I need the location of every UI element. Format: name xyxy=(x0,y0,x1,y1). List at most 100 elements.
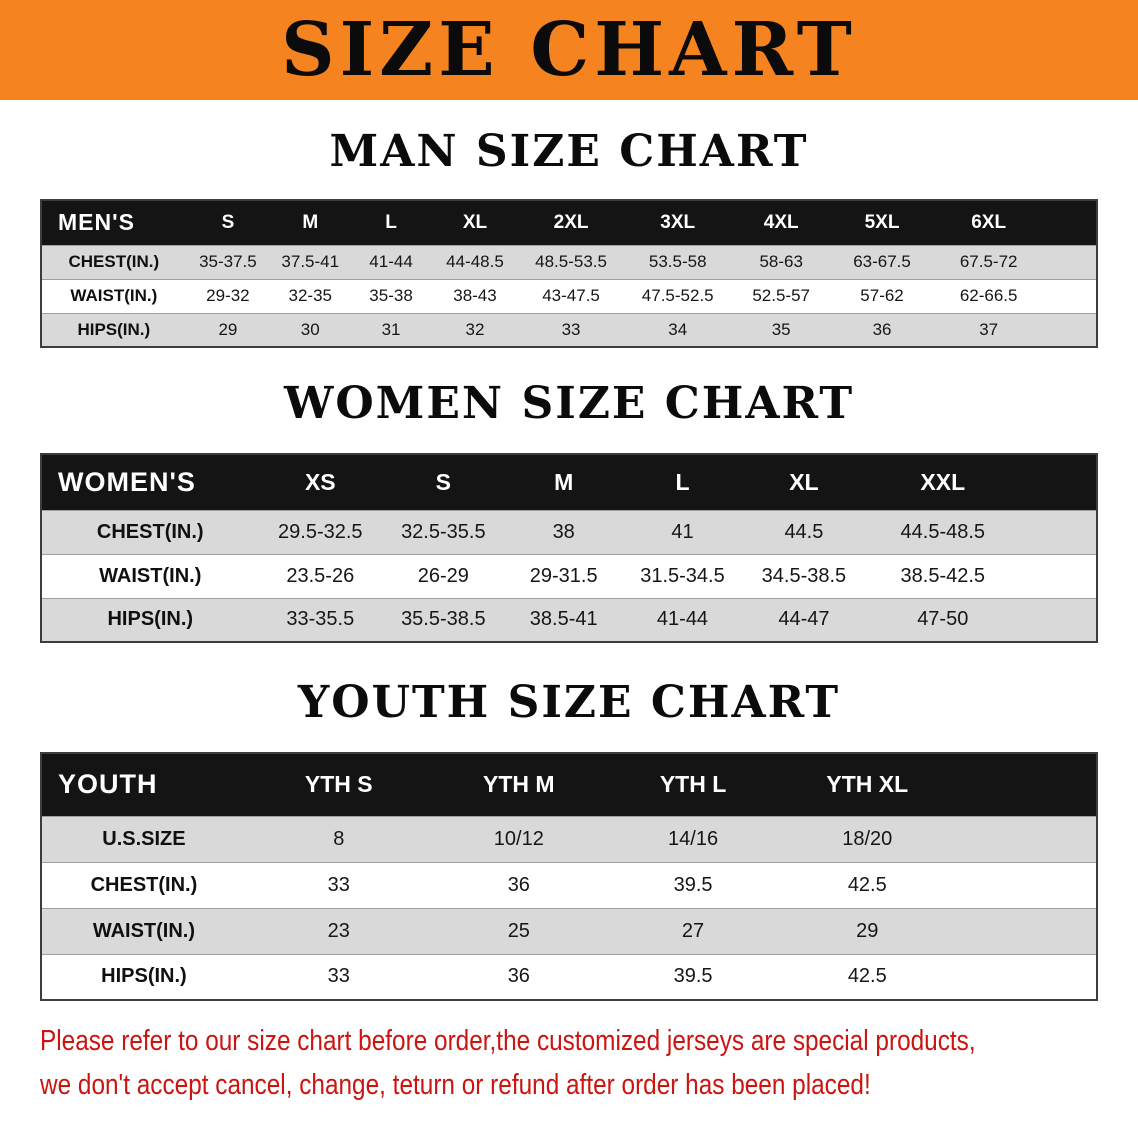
women-size-column-header: XS xyxy=(258,454,383,510)
men-measurement-row: WAIST(IN.) 29-32 32-35 35-38 38-43 43-47.5 47.… xyxy=(41,278,1097,313)
women-filler-cell xyxy=(1019,553,1097,598)
men-filler-cell xyxy=(1044,244,1097,279)
youth-row-label: U.S.SIZE xyxy=(41,815,246,862)
youth-value-cell: 42.5 xyxy=(780,861,955,908)
men-size-column-header: S xyxy=(185,200,271,245)
women-measurement-row: CHEST(IN.) 29.5-32.5 32.5-35.5 38 41 44.5 44.5… xyxy=(41,509,1097,554)
women-size-column-header: S xyxy=(382,454,505,510)
men-value-cell: 32-35 xyxy=(270,278,351,313)
youth-header-filler-cell xyxy=(954,753,1097,816)
youth-filler-cell xyxy=(954,907,1097,954)
women-value-cell: 44.5-48.5 xyxy=(865,509,1020,554)
youth-value-cell: 14/16 xyxy=(605,815,781,862)
men-value-cell: 36 xyxy=(830,312,934,347)
men-row-label: WAIST(IN.) xyxy=(41,278,186,313)
men-size-table: MEN'S S M L XL 2XL 3XL 4XL 5XL 6XL CHEST(IN.) 35-37… xyxy=(40,199,1098,348)
men-size-column-header: 2XL xyxy=(518,200,624,245)
women-value-cell: 44.5 xyxy=(742,509,866,554)
disclaimer-line-2: we don't accept cancel, change, teturn o… xyxy=(40,1069,871,1101)
women-value-cell: 33-35.5 xyxy=(258,597,383,642)
men-size-column-header: L xyxy=(350,200,432,245)
disclaimer: Please refer to our size chart before or… xyxy=(40,1019,1138,1107)
youth-measurement-row: WAIST(IN.) 23 25 27 29 xyxy=(41,907,1097,954)
women-value-cell: 23.5-26 xyxy=(258,553,383,598)
women-value-cell: 41 xyxy=(622,509,743,554)
youth-filler-cell xyxy=(954,815,1097,862)
women-value-cell: 29.5-32.5 xyxy=(258,509,383,554)
men-value-cell: 35-37.5 xyxy=(185,244,271,279)
men-measurement-row: CHEST(IN.) 35-37.5 37.5-41 41-44 44-48.5 48.5… xyxy=(41,244,1097,279)
men-value-cell: 58-63 xyxy=(731,244,831,279)
youth-filler-cell xyxy=(954,861,1097,908)
men-value-cell: 53.5-58 xyxy=(623,244,732,279)
youth-value-cell: 36 xyxy=(431,861,606,908)
youth-value-cell: 36 xyxy=(431,953,606,1000)
women-size-column-header: M xyxy=(504,454,623,510)
youth-row-label: WAIST(IN.) xyxy=(41,907,246,954)
men-value-cell: 57-62 xyxy=(830,278,934,313)
men-value-cell: 29 xyxy=(185,312,271,347)
men-value-cell: 67.5-72 xyxy=(933,244,1045,279)
youth-value-cell: 10/12 xyxy=(431,815,606,862)
men-header-filler-cell xyxy=(1044,200,1097,245)
youth-value-cell: 39.5 xyxy=(605,953,781,1000)
men-value-cell: 30 xyxy=(270,312,351,347)
youth-value-cell: 25 xyxy=(431,907,606,954)
women-chart-heading: WOMEN SIZE CHART xyxy=(283,378,855,429)
women-value-cell: 38 xyxy=(504,509,623,554)
women-value-cell: 35.5-38.5 xyxy=(382,597,505,642)
youth-value-cell: 39.5 xyxy=(605,861,781,908)
youth-size-column-header: YTH M xyxy=(431,753,606,816)
men-value-cell: 41-44 xyxy=(350,244,432,279)
men-size-column-header: M xyxy=(270,200,351,245)
men-table-header-row: MEN'S S M L XL 2XL 3XL 4XL 5XL 6XL xyxy=(41,200,1097,245)
youth-value-cell: 27 xyxy=(605,907,781,954)
women-value-cell: 44-47 xyxy=(742,597,866,642)
women-table-header-row: WOMEN'S XS S M L XL XXL xyxy=(41,454,1097,510)
youth-measurement-row: HIPS(IN.) 33 36 39.5 42.5 xyxy=(41,953,1097,1000)
men-size-chart-section: MAN SIZE CHART MEN'S S M L XL 2XL 3XL 4XL 5XL 6XL… xyxy=(0,126,1138,348)
disclaimer-line-1: Please refer to our size chart before or… xyxy=(40,1025,976,1057)
youth-row-label: HIPS(IN.) xyxy=(41,953,246,1000)
youth-row-label: CHEST(IN.) xyxy=(41,861,246,908)
youth-table-header-row: YOUTH YTH S YTH M YTH L YTH XL xyxy=(41,753,1097,816)
youth-filler-cell xyxy=(954,953,1097,1000)
women-measurement-row: HIPS(IN.) 33-35.5 35.5-38.5 38.5-41 41-44 44-… xyxy=(41,597,1097,642)
women-measurement-row: WAIST(IN.) 23.5-26 26-29 29-31.5 31.5-34.5 34… xyxy=(41,553,1097,598)
men-filler-cell xyxy=(1044,312,1097,347)
men-value-cell: 35-38 xyxy=(350,278,432,313)
youth-size-column-header: YTH XL xyxy=(780,753,955,816)
men-measurement-row: HIPS(IN.) 29 30 31 32 33 34 35 36 37 xyxy=(41,312,1097,347)
women-size-table: WOMEN'S XS S M L XL XXL CHEST(IN.) 29.5-32.5 32.5… xyxy=(40,453,1098,643)
men-filler-cell xyxy=(1044,278,1097,313)
women-filler-cell xyxy=(1019,509,1097,554)
men-size-column-header: XL xyxy=(431,200,519,245)
page-title: SIZE CHART xyxy=(281,7,857,93)
men-value-cell: 44-48.5 xyxy=(431,244,519,279)
women-size-column-header: L xyxy=(622,454,743,510)
youth-chart-heading: YOUTH SIZE CHART xyxy=(297,677,841,728)
women-value-cell: 26-29 xyxy=(382,553,505,598)
men-value-cell: 37 xyxy=(933,312,1045,347)
women-value-cell: 29-31.5 xyxy=(504,553,623,598)
men-size-column-header: 4XL xyxy=(731,200,831,245)
women-value-cell: 32.5-35.5 xyxy=(382,509,505,554)
men-chart-heading: MAN SIZE CHART xyxy=(329,126,809,177)
youth-value-cell: 29 xyxy=(780,907,955,954)
size-chart-page: SIZE CHART MAN SIZE CHART MEN'S S M L XL 2XL 3… xyxy=(0,0,1138,1107)
youth-size-chart-section: YOUTH SIZE CHART YOUTH YTH S YTH M YTH L YTH… xyxy=(0,677,1138,1001)
men-value-cell: 48.5-53.5 xyxy=(518,244,624,279)
men-value-cell: 34 xyxy=(623,312,732,347)
youth-table-title: YOUTH xyxy=(41,753,246,816)
men-value-cell: 47.5-52.5 xyxy=(623,278,732,313)
women-header-filler-cell xyxy=(1019,454,1097,510)
women-value-cell: 41-44 xyxy=(622,597,743,642)
women-value-cell: 34.5-38.5 xyxy=(742,553,866,598)
men-row-label: HIPS(IN.) xyxy=(41,312,186,347)
youth-value-cell: 18/20 xyxy=(780,815,955,862)
women-value-cell: 31.5-34.5 xyxy=(622,553,743,598)
men-row-label: CHEST(IN.) xyxy=(41,244,186,279)
women-filler-cell xyxy=(1019,597,1097,642)
youth-value-cell: 33 xyxy=(245,861,432,908)
women-value-cell: 47-50 xyxy=(865,597,1020,642)
